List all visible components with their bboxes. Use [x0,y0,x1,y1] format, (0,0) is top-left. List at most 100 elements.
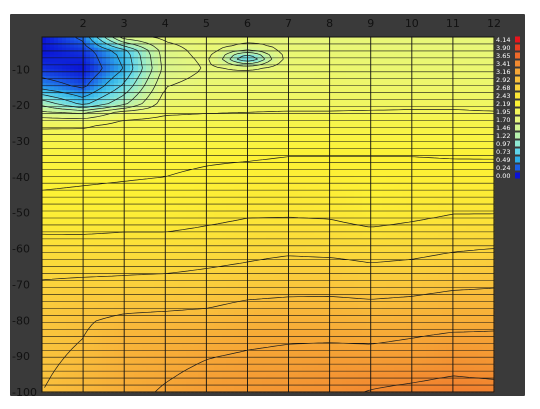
heatmap-cell [54,100,59,106]
heatmap-cell [262,83,267,88]
heatmap-cell [330,168,335,173]
heatmap-cell [130,79,135,84]
heatmap-cell [338,100,343,106]
heatmap-cell [402,68,407,74]
heatmap-cell [410,132,415,137]
heatmap-cell [322,58,327,63]
heatmap-cell [258,44,263,49]
heatmap-cell [426,154,431,159]
heatmap-cell [194,54,199,59]
heatmap-cell [138,193,143,198]
heatmap-cell [310,76,315,81]
heatmap-cell [270,51,275,56]
heatmap-cell [214,76,219,81]
heatmap-cell [338,83,343,88]
heatmap-cell [94,47,99,52]
heatmap-cell [182,37,187,42]
heatmap-cell [202,154,207,159]
heatmap-cell [446,58,451,63]
heatmap-cell [386,72,391,77]
heatmap-cell [106,51,111,56]
heatmap-cell [98,122,103,127]
heatmap-cell [390,147,395,152]
heatmap-cell [262,125,267,130]
heatmap-cell [250,125,255,130]
heatmap-cell [330,139,335,145]
heatmap-cell [86,143,91,148]
heatmap-cell [422,68,427,74]
heatmap-cell [354,168,359,173]
heatmap-cell [322,68,327,74]
heatmap-cell [306,93,311,98]
heatmap-cell [270,186,275,191]
heatmap-cell [202,150,207,155]
heatmap-cell [366,79,371,84]
heatmap-cell [358,186,363,191]
heatmap-cell [142,51,147,56]
heatmap-cell [178,47,183,52]
heatmap-cell [66,186,71,191]
heatmap-cell [246,68,251,74]
heatmap-cell [138,83,143,88]
heatmap-cell [410,189,415,194]
heatmap-cell [182,115,187,120]
heatmap-cell [490,164,495,169]
heatmap-cell [482,79,487,84]
heatmap-cell [50,129,55,134]
heatmap-cell [90,125,95,130]
heatmap-cell [426,115,431,120]
heatmap-cell [334,189,339,194]
heatmap-cell [366,164,371,169]
heatmap-cell [318,37,323,42]
heatmap-cell [366,90,371,95]
heatmap-cell [294,136,299,141]
heatmap-cell [78,132,83,137]
heatmap-cell [382,58,387,63]
heatmap-cell [450,68,455,74]
heatmap-cell [150,164,155,169]
heatmap-cell [70,139,75,145]
heatmap-cell [226,115,231,120]
heatmap-cell [414,93,419,98]
heatmap-cell [486,37,491,42]
heatmap-cell [438,171,443,177]
heatmap-cell [346,40,351,45]
heatmap-cell [58,79,63,84]
heatmap-cell [458,90,463,95]
heatmap-cell [274,125,279,130]
heatmap-cell [370,143,375,148]
heatmap-cell [430,129,435,134]
heatmap-cell [374,161,379,166]
heatmap-cell [298,147,303,152]
heatmap-cell [162,51,167,56]
heatmap-cell [366,115,371,120]
heatmap-cell [82,154,87,159]
heatmap-cell [266,179,271,184]
heatmap-cell [374,61,379,66]
heatmap-cell [462,37,467,42]
heatmap-cell [394,40,399,45]
heatmap-cell [430,79,435,84]
heatmap-cell [130,129,135,134]
heatmap-cell [482,76,487,81]
heatmap-cell [82,182,87,187]
heatmap-cell [358,83,363,88]
heatmap-cell [466,93,471,98]
heatmap-cell [58,72,63,77]
heatmap-cell [458,175,463,180]
heatmap-cell [474,182,479,187]
heatmap-cell [58,40,63,45]
heatmap-cell [86,186,91,191]
heatmap-cell [258,147,263,152]
heatmap-cell [382,168,387,173]
heatmap-cell [62,40,67,45]
heatmap-cell [142,37,147,42]
heatmap-cell [250,65,255,70]
heatmap-cell [102,179,107,184]
heatmap-cell [166,143,171,148]
heatmap-cell [174,136,179,141]
heatmap-cell [54,86,59,91]
heatmap-cell [454,44,459,49]
heatmap-cell [302,143,307,148]
heatmap-cell [198,54,203,59]
